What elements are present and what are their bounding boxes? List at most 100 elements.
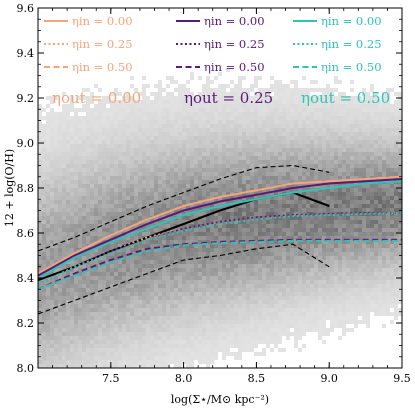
histogram-cell <box>294 124 298 128</box>
histogram-cell <box>54 320 58 324</box>
histogram-cell <box>310 152 314 156</box>
histogram-cell <box>262 248 266 252</box>
histogram-cell <box>114 152 118 156</box>
histogram-cell <box>118 224 122 228</box>
histogram-cell <box>58 164 62 168</box>
histogram-cell <box>214 104 218 108</box>
histogram-cell <box>70 308 74 312</box>
histogram-cell <box>330 160 334 164</box>
histogram-cell <box>50 144 54 148</box>
histogram-cell <box>162 116 166 120</box>
histogram-cell <box>222 228 226 232</box>
histogram-cell <box>94 336 98 340</box>
histogram-cell <box>122 104 126 108</box>
histogram-cell <box>114 344 118 348</box>
histogram-cell <box>334 156 338 160</box>
histogram-cell <box>330 88 334 92</box>
histogram-cell <box>190 220 194 224</box>
histogram-cell <box>178 276 182 280</box>
histogram-cell <box>294 156 298 160</box>
histogram-cell <box>146 152 150 156</box>
histogram-cell <box>226 120 230 124</box>
histogram-cell <box>214 96 218 100</box>
histogram-cell <box>138 336 142 340</box>
histogram-cell <box>62 288 66 292</box>
histogram-cell <box>118 316 122 320</box>
histogram-cell <box>70 172 74 176</box>
histogram-cell <box>122 328 126 332</box>
histogram-cell <box>206 292 210 296</box>
histogram-cell <box>226 184 230 188</box>
histogram-cell <box>78 356 82 360</box>
histogram-cell <box>330 100 334 104</box>
histogram-cell <box>210 232 214 236</box>
histogram-cell <box>238 112 242 116</box>
histogram-cell <box>110 124 114 128</box>
histogram-cell <box>130 264 134 268</box>
histogram-cell <box>146 228 150 232</box>
histogram-cell <box>182 356 186 360</box>
histogram-cell <box>218 176 222 180</box>
histogram-cell <box>78 164 82 168</box>
histogram-cell <box>222 84 226 88</box>
histogram-cell <box>262 184 266 188</box>
histogram-cell <box>250 124 254 128</box>
histogram-cell <box>214 180 218 184</box>
histogram-cell <box>290 200 294 204</box>
histogram-cell <box>334 200 338 204</box>
histogram-cell <box>266 256 270 260</box>
histogram-cell <box>250 228 254 232</box>
histogram-cell <box>314 272 318 276</box>
histogram-cell <box>102 212 106 216</box>
histogram-cell <box>246 164 250 168</box>
histogram-cell <box>158 144 162 148</box>
histogram-cell <box>246 304 250 308</box>
histogram-cell <box>206 236 210 240</box>
histogram-cell <box>202 156 206 160</box>
histogram-cell <box>206 192 210 196</box>
histogram-cell <box>170 128 174 132</box>
histogram-cell <box>254 340 258 344</box>
histogram-cell <box>222 168 226 172</box>
histogram-cell <box>174 296 178 300</box>
histogram-cell <box>326 184 330 188</box>
histogram-cell <box>130 356 134 360</box>
histogram-cell <box>58 228 62 232</box>
histogram-cell <box>302 224 306 228</box>
histogram-cell <box>138 216 142 220</box>
histogram-cell <box>222 256 226 260</box>
histogram-cell <box>158 292 162 296</box>
histogram-cell <box>178 208 182 212</box>
histogram-cell <box>118 308 122 312</box>
histogram-cell <box>302 172 306 176</box>
histogram-cell <box>302 116 306 120</box>
histogram-cell <box>242 112 246 116</box>
histogram-cell <box>298 256 302 260</box>
histogram-cell <box>274 180 278 184</box>
histogram-cell <box>146 252 150 256</box>
histogram-cell <box>306 104 310 108</box>
histogram-cell <box>158 264 162 268</box>
histogram-cell <box>118 324 122 328</box>
histogram-cell <box>218 268 222 272</box>
histogram-cell <box>90 224 94 228</box>
histogram-cell <box>230 336 234 340</box>
histogram-cell <box>102 140 106 144</box>
histogram-cell <box>58 116 62 120</box>
histogram-cell <box>106 208 110 212</box>
histogram-cell <box>166 164 170 168</box>
histogram-cell <box>102 356 106 360</box>
histogram-cell <box>114 144 118 148</box>
histogram-cell <box>158 156 162 160</box>
histogram-cell <box>106 116 110 120</box>
histogram-cell <box>298 292 302 296</box>
histogram-cell <box>46 232 50 236</box>
histogram-cell <box>306 220 310 224</box>
histogram-cell <box>302 320 306 324</box>
histogram-cell <box>250 204 254 208</box>
histogram-cell <box>278 268 282 272</box>
histogram-cell <box>334 168 338 172</box>
histogram-cell <box>142 340 146 344</box>
histogram-cell <box>274 140 278 144</box>
histogram-cell <box>242 332 246 336</box>
